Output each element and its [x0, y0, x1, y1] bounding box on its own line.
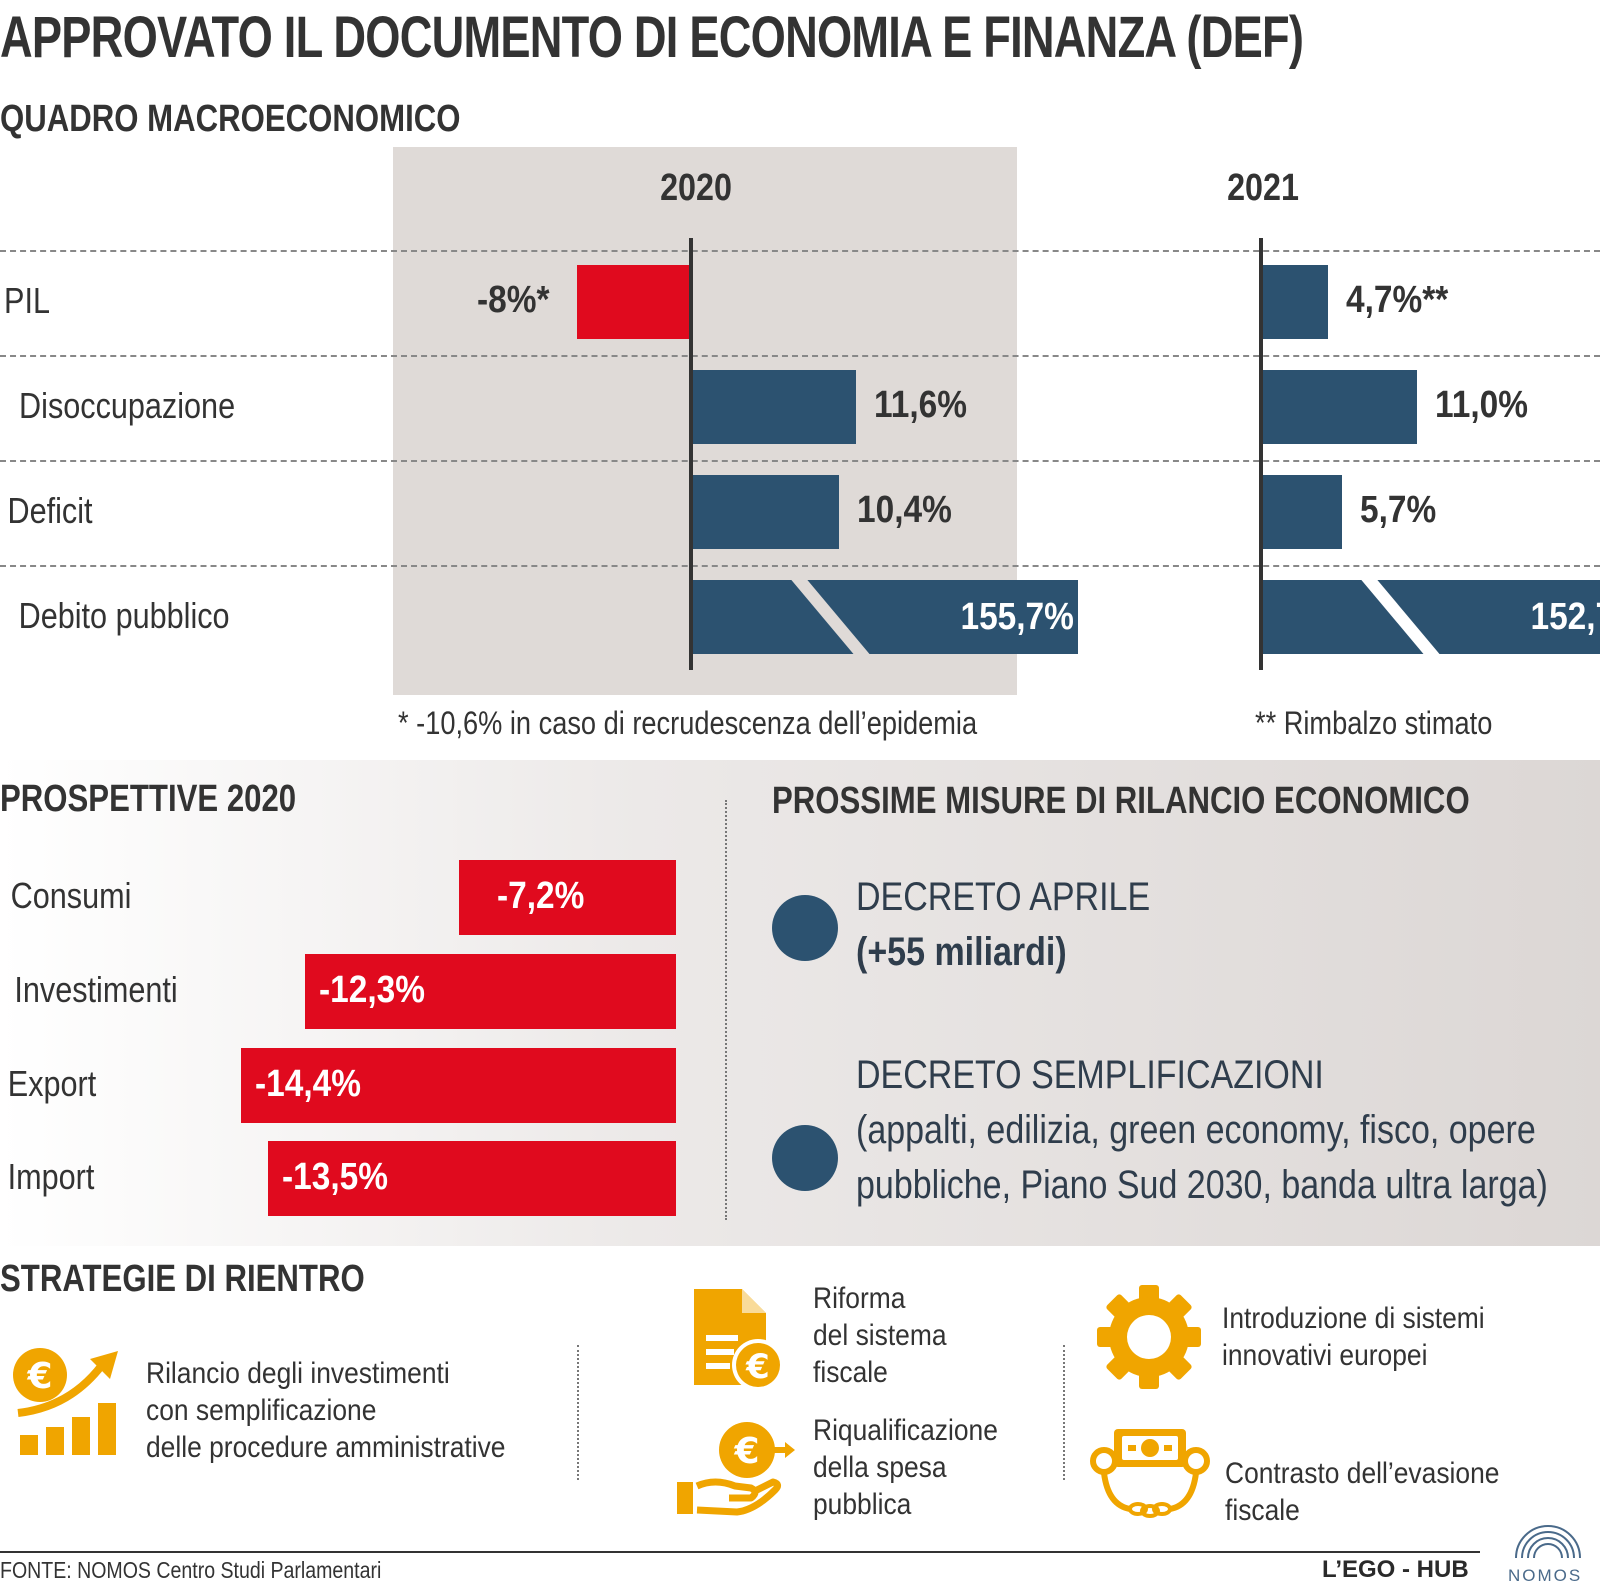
bar-import — [268, 1141, 676, 1216]
value-label-pil-2021: 4,7%** — [1345, 279, 1448, 321]
year-label-2020: 2020 — [660, 167, 732, 209]
bar-deficit-2021 — [1261, 475, 1342, 549]
decreto-semplificazioni-bullet — [772, 1125, 838, 1191]
bar-debito-pubblico-2021 — [1261, 580, 1600, 654]
row-label-investimenti: Investimenti — [14, 969, 178, 1010]
value-label-export: -14,4% — [255, 1063, 362, 1105]
page-title: APPROVATO IL DOCUMENTO DI ECONOMIA E FIN… — [0, 5, 1304, 70]
euro-growth-chart-icon: € — [13, 1348, 118, 1455]
decreto-aprile-bullet — [772, 895, 838, 961]
strategia-spesa-text: Riqualificazione della spesa pubblica — [813, 1414, 998, 1521]
misure-title: PROSSIME MISURE DI RILANCIO ECONOMICO — [772, 780, 1470, 822]
svg-text:€: € — [745, 1347, 770, 1387]
note-2020: * -10,6% in caso di recrudescenza dell’e… — [398, 705, 978, 741]
value-label-disoccupazione-2020: 11,6% — [873, 384, 967, 426]
strategia-investimenti-text: Rilancio degli investimenti con semplifi… — [146, 1357, 506, 1464]
value-label-debito-pubblico-2020: 155,7% — [960, 596, 1074, 638]
prospettive-title: PROSPETTIVE 2020 — [0, 778, 297, 820]
row-separator-4 — [0, 565, 1600, 567]
bar-consumi — [458, 860, 676, 935]
note-2021: ** Rimbalzo stimato — [1255, 705, 1493, 741]
decreto-semplificazioni-detail-2: pubbliche, Piano Sud 2030, banda ultra l… — [856, 1163, 1548, 1207]
row-label-export: Export — [7, 1063, 97, 1104]
bar-disoccupazione-2020 — [691, 370, 856, 444]
svg-text:€: € — [733, 1431, 759, 1472]
axis-break-stripe-2021 — [1353, 580, 1462, 654]
bar-deficit-2020 — [691, 475, 839, 549]
bar-pil-2021 — [1261, 265, 1328, 339]
decreto-semplificazioni-detail-1: (appalti, edilizia, green economy, fisco… — [856, 1108, 1536, 1152]
hand-euro-coin-icon: € — [677, 1422, 795, 1516]
strategie-divider-2 — [1063, 1345, 1065, 1480]
value-label-debito-pubblico-2021: 152,7% — [1530, 596, 1600, 638]
strategie-title: STRATEGIE DI RIENTRO — [0, 1258, 365, 1300]
section-title-quadro: QUADRO MACROECONOMICO — [0, 98, 461, 140]
bar-investimenti — [304, 954, 676, 1029]
value-label-pil-2020: -8%* — [477, 279, 550, 321]
decreto-aprile-amount: (+55 miliardi) — [856, 930, 1067, 974]
gear-icon — [1097, 1285, 1201, 1389]
bar-debito-pubblico-2020 — [691, 580, 1078, 654]
axis-break-stripe-2020 — [783, 580, 892, 654]
row-separator-2 — [0, 355, 1600, 357]
footer-source: FONTE: NOMOS Centro Studi Parlamentari — [0, 1557, 382, 1583]
strategia-evasione-text: Contrasto dell’evasione fiscale — [1225, 1457, 1500, 1527]
strategia-sistemi-text: Introduzione di sistemi innovativi europ… — [1222, 1302, 1485, 1372]
nomos-logo-text: NOMOS — [1508, 1566, 1583, 1585]
row-separator-1 — [0, 250, 1600, 252]
row-label-disoccupazione: Disoccupazione — [19, 385, 236, 426]
bar-disoccupazione-2021 — [1261, 370, 1418, 444]
row-label-import: Import — [7, 1156, 95, 1197]
bar-export — [241, 1048, 676, 1123]
row-label-pil: PIL — [4, 280, 50, 321]
nomos-logo-icon — [1515, 1525, 1581, 1559]
row-separator-3 — [0, 460, 1600, 462]
tax-document-euro-icon: € — [694, 1289, 784, 1391]
section-divider — [725, 800, 727, 1220]
footer-rule — [0, 1551, 1480, 1553]
value-label-import: -13,5% — [282, 1156, 389, 1198]
strategia-fiscale-text: Riforma del sistema fiscale — [813, 1282, 947, 1389]
row-label-debito-pubblico: Debito pubblico — [18, 595, 230, 636]
prospettive-chart: -7,2% Consumi -12,3% Investimenti -14,4% Expo… — [0, 850, 700, 1230]
macro-chart: 2020 2021 PIL Disoccupazione Deficit Debito p… — [0, 140, 1600, 741]
svg-text:€: € — [26, 1356, 52, 1397]
value-label-deficit-2021: 5,7% — [1359, 489, 1437, 531]
value-label-deficit-2020: 10,4% — [856, 489, 952, 531]
row-label-consumi: Consumi — [10, 875, 132, 916]
chained-banknote-icon — [1090, 1429, 1210, 1518]
footer-credit: L’EGO - HUB — [1322, 1556, 1469, 1583]
axis-line-2021 — [1259, 238, 1263, 670]
year-label-2021: 2021 — [1227, 167, 1299, 209]
value-label-investimenti: -12,3% — [318, 969, 425, 1011]
bar-pil-2020 — [577, 265, 691, 339]
strategie-divider-1 — [577, 1345, 579, 1480]
axis-line-2020 — [689, 238, 693, 670]
decreto-aprile-title: DECRETO APRILE — [856, 875, 1151, 919]
row-label-deficit: Deficit — [7, 490, 93, 531]
value-label-disoccupazione-2021: 11,0% — [1435, 384, 1529, 426]
decreto-semplificazioni-title: DECRETO SEMPLIFICAZIONI — [856, 1053, 1324, 1097]
value-label-consumi: -7,2% — [496, 875, 584, 917]
